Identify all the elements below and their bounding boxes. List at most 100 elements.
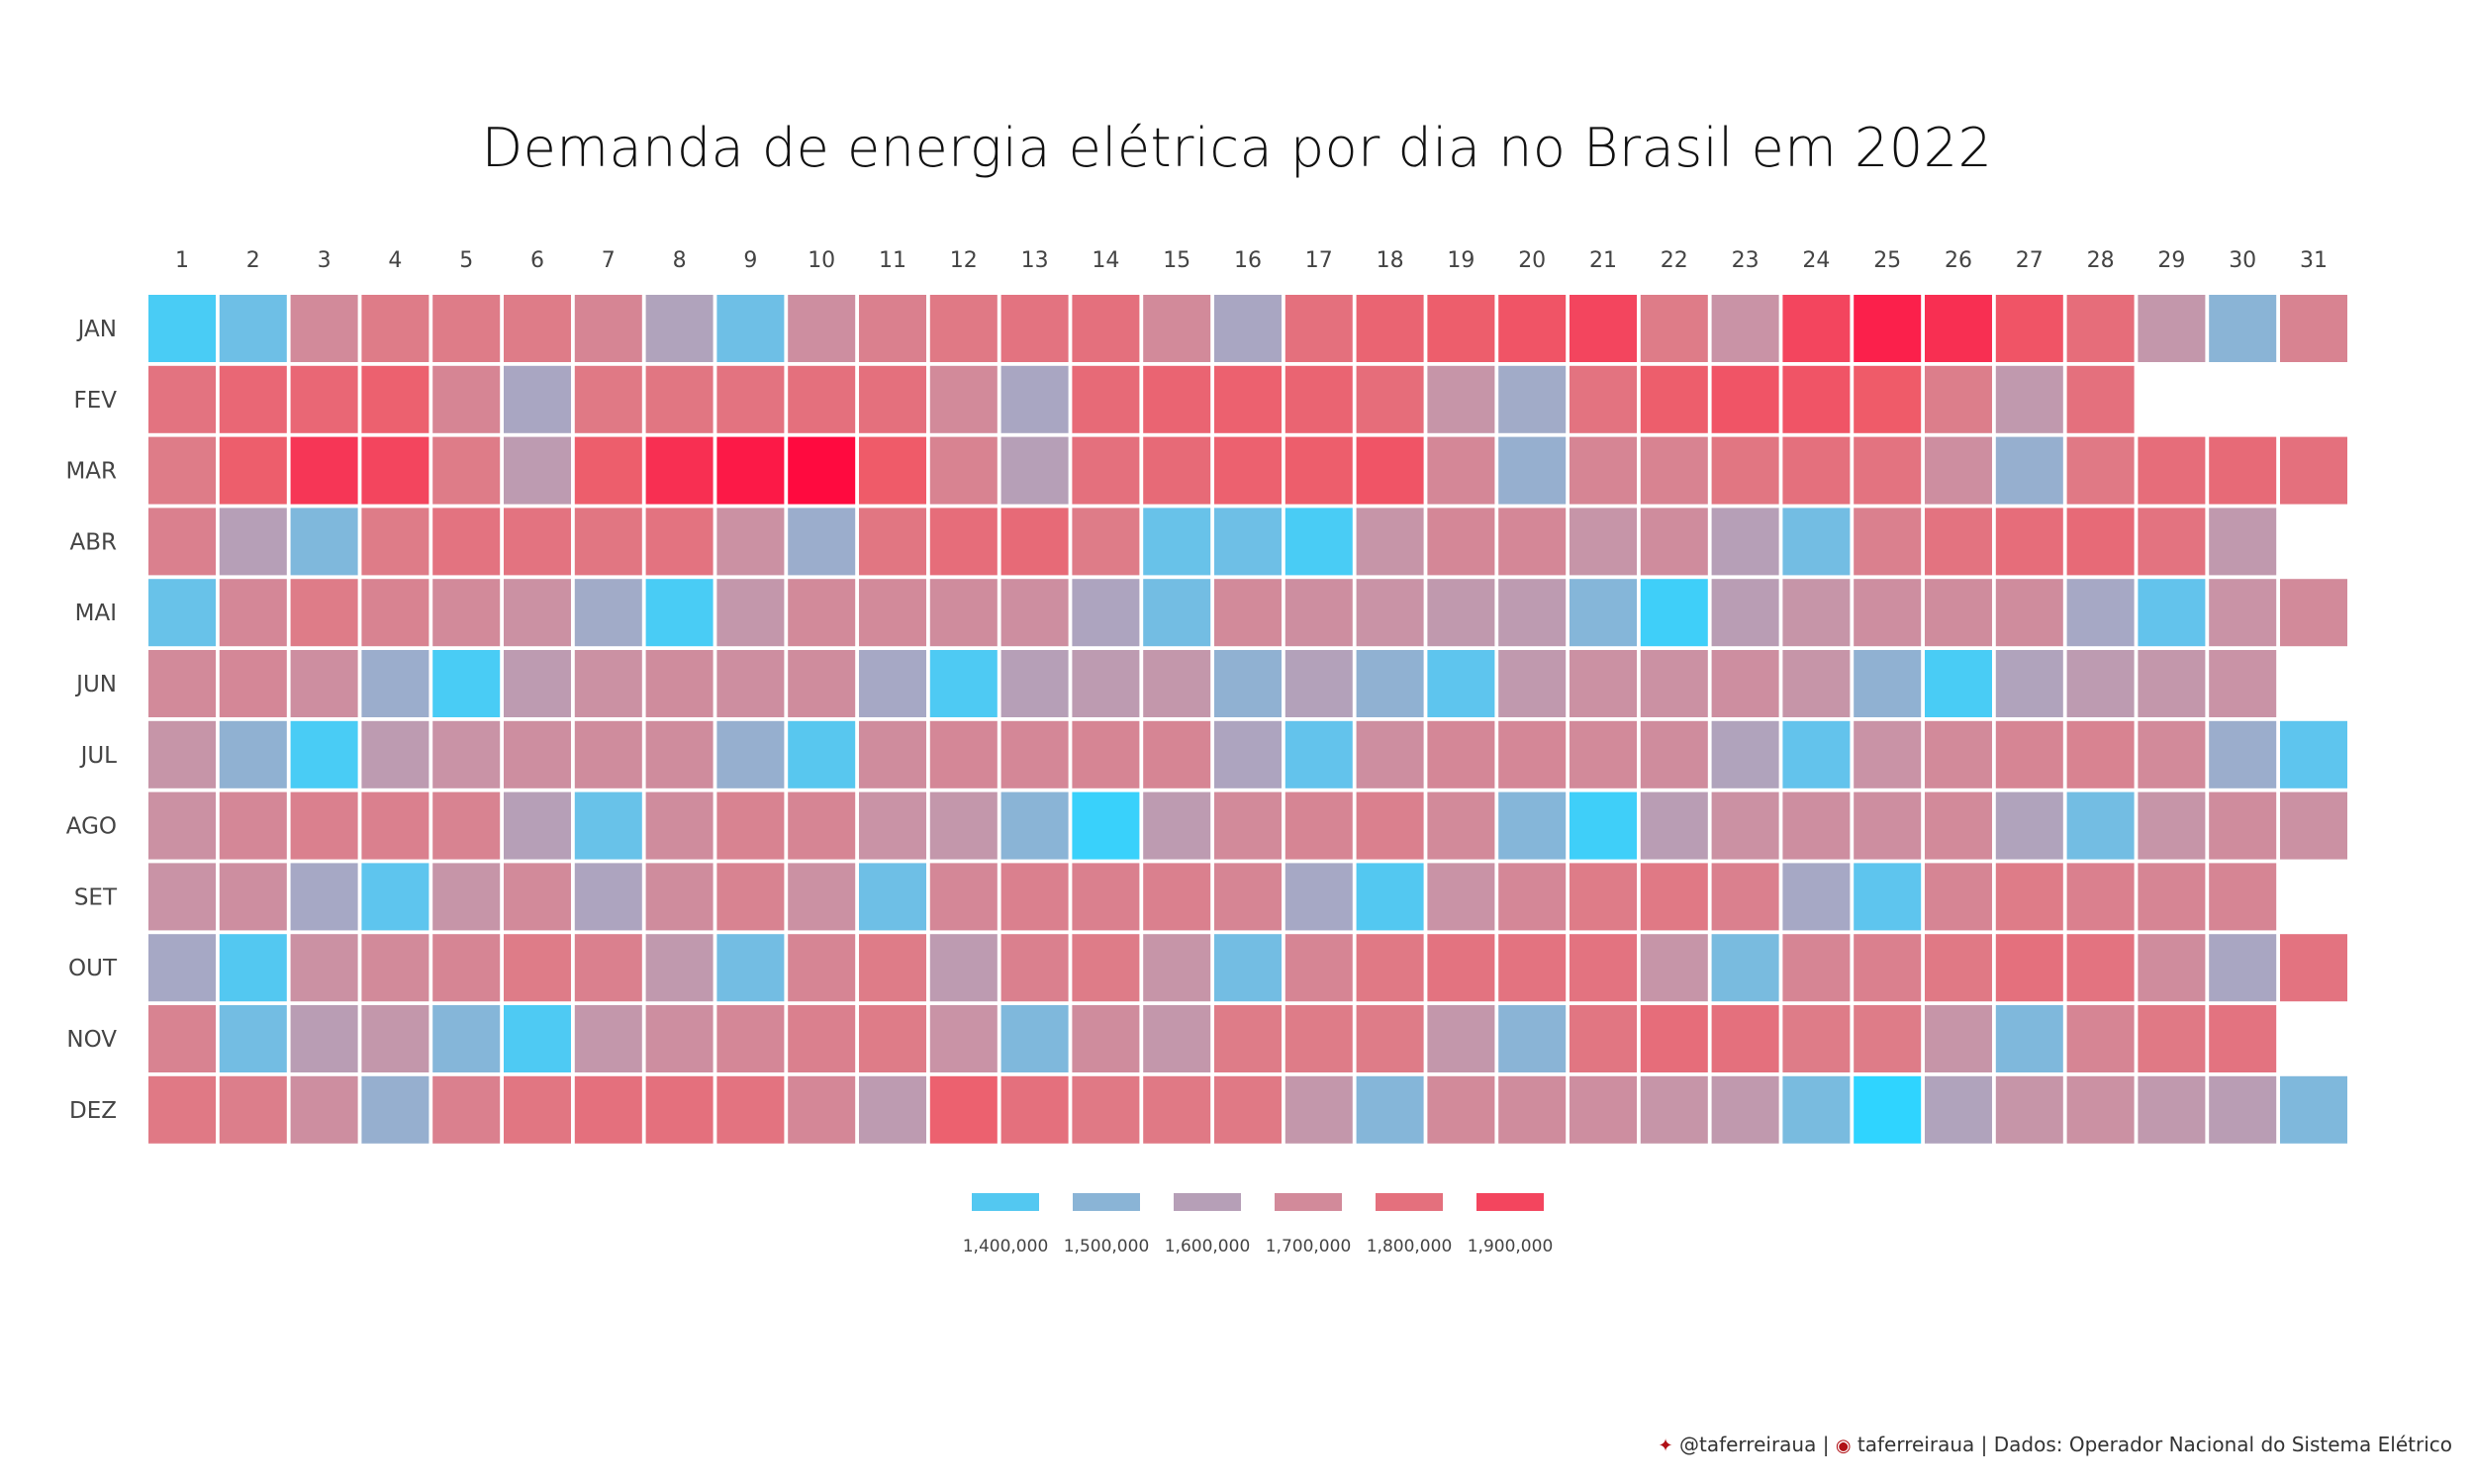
- day-label: 5: [459, 248, 473, 273]
- heatmap-cell: [1925, 365, 1992, 433]
- heatmap-cell: [1711, 295, 1779, 362]
- heatmap-cell: [361, 863, 429, 931]
- month-label: JAN: [76, 317, 117, 342]
- heatmap-cell: [1711, 579, 1779, 647]
- heatmap-cell: [1072, 791, 1140, 860]
- heatmap-cell: [1498, 436, 1567, 505]
- month-label: DEZ: [69, 1098, 117, 1124]
- heatmap-cell: [219, 1075, 287, 1144]
- heatmap-cell: [1640, 1075, 1708, 1144]
- heatmap-cell: [645, 365, 714, 433]
- heatmap-cell: [2066, 650, 2135, 717]
- heatmap-cell: [929, 650, 998, 717]
- heatmap-cell: [1995, 436, 2063, 505]
- heatmap-cell: [432, 791, 501, 860]
- heatmap-cell: [1640, 720, 1708, 788]
- heatmap-cell: [219, 295, 287, 362]
- heatmap-cell: [1072, 1075, 1140, 1144]
- heatmap-cell: [788, 365, 856, 433]
- heatmap-cell: [1995, 791, 2063, 860]
- heatmap-cell: [1925, 863, 1992, 931]
- heatmap-cell: [219, 650, 287, 717]
- chart-title: Demanda de energia elétrica por dia no B…: [481, 117, 1993, 179]
- heatmap-cell: [1854, 650, 1922, 717]
- heatmap-cell: [1143, 934, 1211, 1002]
- heatmap-cell: [1356, 295, 1424, 362]
- heatmap-cell: [1925, 1075, 1992, 1144]
- heatmap-cell: [1498, 1075, 1567, 1144]
- heatmap-cell: [645, 650, 714, 717]
- heatmap-cell: [574, 508, 642, 576]
- heatmap-cell: [1072, 295, 1140, 362]
- day-label: 26: [1945, 248, 1972, 273]
- heatmap-cell: [2138, 720, 2206, 788]
- heatmap-cell: [1782, 365, 1851, 433]
- day-label: 9: [743, 248, 757, 273]
- heatmap-cell: [1782, 720, 1851, 788]
- heatmap-cell: [361, 650, 429, 717]
- heatmap-cell: [859, 579, 926, 647]
- heatmap-cell: [1925, 508, 1992, 576]
- heatmap-cell: [1143, 579, 1211, 647]
- heatmap-cell: [1925, 934, 1992, 1002]
- heatmap-cell: [1214, 1005, 1282, 1072]
- day-label: 7: [602, 248, 616, 273]
- heatmap-cell: [1356, 579, 1424, 647]
- heatmap-cell: [859, 934, 926, 1002]
- heatmap-cell: [504, 791, 571, 860]
- heatmap-cell: [219, 365, 287, 433]
- heatmap-cell: [1072, 508, 1140, 576]
- heatmap-cell: [432, 650, 501, 717]
- heatmap-cell: [361, 365, 429, 433]
- heatmap-cell: [290, 436, 358, 505]
- heatmap-cell: [1995, 1075, 2063, 1144]
- heatmap-cell: [1214, 791, 1282, 860]
- heatmap-cell: [2066, 720, 2135, 788]
- heatmap-cell: [1143, 1075, 1211, 1144]
- heatmap-cell: [716, 863, 785, 931]
- heatmap-cell: [1356, 365, 1424, 433]
- heatmap-cell: [290, 650, 358, 717]
- heatmap-cell: [432, 934, 501, 1002]
- heatmap-cell: [1782, 508, 1851, 576]
- legend-swatch: [1376, 1193, 1443, 1211]
- heatmap-cell: [859, 1005, 926, 1072]
- heatmap-cell: [574, 720, 642, 788]
- heatmap-cell: [645, 1075, 714, 1144]
- heatmap-cell: [504, 863, 571, 931]
- month-label: AGO: [66, 814, 117, 840]
- heatmap-cell: [2066, 791, 2135, 860]
- heatmap-cell: [574, 365, 642, 433]
- heatmap-cell: [1143, 720, 1211, 788]
- data-source: Dados: Operador Nacional do Sistema Elét…: [1993, 1433, 2452, 1456]
- heatmap-cell: [1640, 650, 1708, 717]
- legend-label: 1,500,000: [1064, 1237, 1150, 1256]
- heatmap-cell: [1498, 934, 1567, 1002]
- heatmap-cell: [1427, 1075, 1495, 1144]
- heatmap-cell: [1570, 579, 1637, 647]
- separator: |: [1980, 1433, 1988, 1456]
- heatmap-cell: [788, 295, 856, 362]
- heatmap-cell: [1285, 934, 1353, 1002]
- heatmap-cell: [432, 579, 501, 647]
- heatmap-cell: [1640, 1005, 1708, 1072]
- heatmap-cell: [2280, 436, 2347, 505]
- heatmap-cell: [148, 934, 216, 1002]
- heatmap-cell: [1285, 295, 1353, 362]
- heatmap-cell: [2280, 934, 2347, 1002]
- heatmap-cell: [1427, 650, 1495, 717]
- day-label: 10: [808, 248, 835, 273]
- heatmap-cell: [148, 1005, 216, 1072]
- heatmap-cell: [1498, 1005, 1567, 1072]
- heatmap-cell: [574, 791, 642, 860]
- heatmap-cell: [716, 295, 785, 362]
- heatmap-cell: [1854, 791, 1922, 860]
- heatmap-cell: [1854, 295, 1922, 362]
- heatmap-cell: [1214, 863, 1282, 931]
- heatmap-cell: [859, 295, 926, 362]
- heatmap-cell: [574, 863, 642, 931]
- heatmap-cell: [1640, 863, 1708, 931]
- heatmap-cell: [2209, 720, 2277, 788]
- heatmap-cell: [1000, 650, 1069, 717]
- heatmap-cell: [219, 863, 287, 931]
